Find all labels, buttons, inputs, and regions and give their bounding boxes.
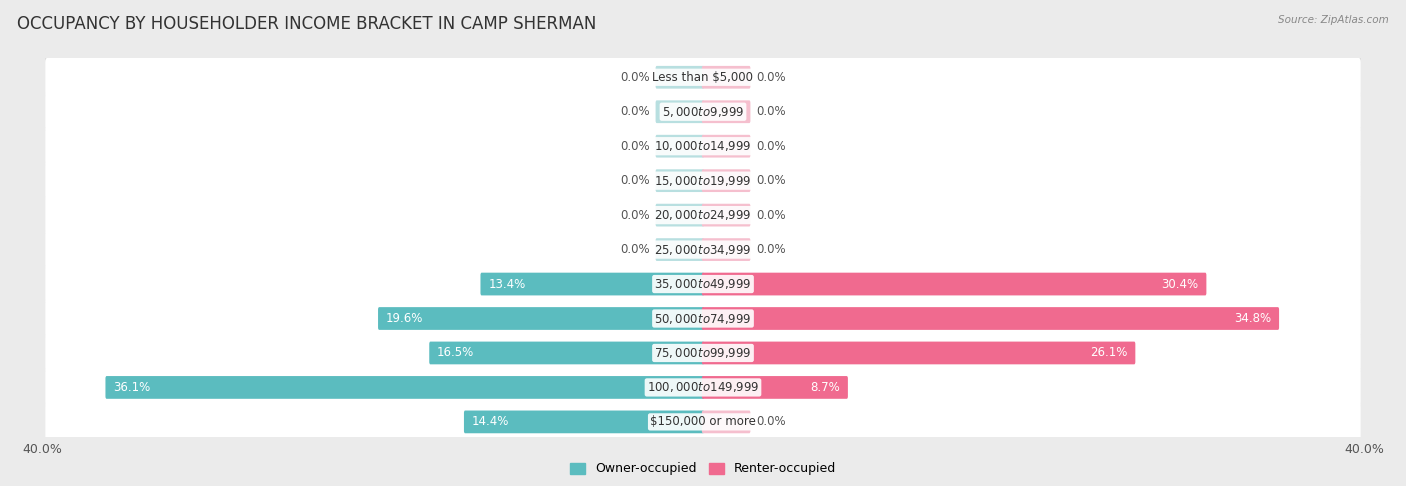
FancyBboxPatch shape <box>45 402 1361 441</box>
FancyBboxPatch shape <box>45 160 1361 201</box>
FancyBboxPatch shape <box>105 376 704 399</box>
Text: 13.4%: 13.4% <box>488 278 526 291</box>
Legend: Owner-occupied, Renter-occupied: Owner-occupied, Renter-occupied <box>565 457 841 481</box>
FancyBboxPatch shape <box>45 401 1361 442</box>
Text: $100,000 to $149,999: $100,000 to $149,999 <box>647 381 759 395</box>
Text: 14.4%: 14.4% <box>471 416 509 428</box>
Text: 34.8%: 34.8% <box>1234 312 1271 325</box>
FancyBboxPatch shape <box>45 299 1361 338</box>
Text: 0.0%: 0.0% <box>756 208 786 222</box>
FancyBboxPatch shape <box>655 169 704 192</box>
FancyBboxPatch shape <box>45 229 1361 270</box>
FancyBboxPatch shape <box>45 161 1361 200</box>
FancyBboxPatch shape <box>45 367 1361 408</box>
FancyBboxPatch shape <box>45 368 1361 407</box>
Text: 0.0%: 0.0% <box>756 243 786 256</box>
FancyBboxPatch shape <box>45 264 1361 304</box>
Text: $20,000 to $24,999: $20,000 to $24,999 <box>654 208 752 222</box>
FancyBboxPatch shape <box>655 101 704 123</box>
FancyBboxPatch shape <box>45 298 1361 339</box>
Text: 0.0%: 0.0% <box>756 139 786 153</box>
Text: 26.1%: 26.1% <box>1090 347 1128 360</box>
FancyBboxPatch shape <box>45 265 1361 303</box>
FancyBboxPatch shape <box>655 238 704 261</box>
Text: 0.0%: 0.0% <box>620 243 650 256</box>
FancyBboxPatch shape <box>45 196 1361 234</box>
FancyBboxPatch shape <box>45 127 1361 166</box>
Text: $35,000 to $49,999: $35,000 to $49,999 <box>654 277 752 291</box>
FancyBboxPatch shape <box>702 204 751 226</box>
Text: Less than $5,000: Less than $5,000 <box>652 71 754 84</box>
Text: 0.0%: 0.0% <box>620 139 650 153</box>
Text: 0.0%: 0.0% <box>620 208 650 222</box>
FancyBboxPatch shape <box>702 376 848 399</box>
FancyBboxPatch shape <box>702 66 751 88</box>
FancyBboxPatch shape <box>702 273 1206 295</box>
Text: 0.0%: 0.0% <box>620 105 650 118</box>
FancyBboxPatch shape <box>702 101 751 123</box>
FancyBboxPatch shape <box>45 126 1361 167</box>
FancyBboxPatch shape <box>702 238 751 261</box>
Text: 0.0%: 0.0% <box>756 105 786 118</box>
FancyBboxPatch shape <box>45 91 1361 132</box>
Text: Source: ZipAtlas.com: Source: ZipAtlas.com <box>1278 15 1389 25</box>
Text: 0.0%: 0.0% <box>756 174 786 187</box>
FancyBboxPatch shape <box>481 273 704 295</box>
FancyBboxPatch shape <box>702 169 751 192</box>
Text: $15,000 to $19,999: $15,000 to $19,999 <box>654 174 752 188</box>
FancyBboxPatch shape <box>702 307 1279 330</box>
FancyBboxPatch shape <box>702 135 751 157</box>
FancyBboxPatch shape <box>655 135 704 157</box>
FancyBboxPatch shape <box>45 92 1361 131</box>
FancyBboxPatch shape <box>45 57 1361 98</box>
FancyBboxPatch shape <box>655 204 704 226</box>
FancyBboxPatch shape <box>429 342 704 364</box>
FancyBboxPatch shape <box>45 332 1361 373</box>
Text: 30.4%: 30.4% <box>1161 278 1198 291</box>
Text: $75,000 to $99,999: $75,000 to $99,999 <box>654 346 752 360</box>
FancyBboxPatch shape <box>378 307 704 330</box>
FancyBboxPatch shape <box>45 195 1361 235</box>
FancyBboxPatch shape <box>45 230 1361 269</box>
Text: $5,000 to $9,999: $5,000 to $9,999 <box>662 105 744 119</box>
FancyBboxPatch shape <box>45 58 1361 97</box>
Text: 36.1%: 36.1% <box>114 381 150 394</box>
FancyBboxPatch shape <box>45 334 1361 372</box>
Text: 8.7%: 8.7% <box>810 381 841 394</box>
Text: $10,000 to $14,999: $10,000 to $14,999 <box>654 139 752 153</box>
Text: OCCUPANCY BY HOUSEHOLDER INCOME BRACKET IN CAMP SHERMAN: OCCUPANCY BY HOUSEHOLDER INCOME BRACKET … <box>17 15 596 33</box>
Text: 0.0%: 0.0% <box>756 416 786 428</box>
FancyBboxPatch shape <box>702 342 1135 364</box>
Text: 0.0%: 0.0% <box>620 174 650 187</box>
Text: $25,000 to $34,999: $25,000 to $34,999 <box>654 243 752 257</box>
Text: 16.5%: 16.5% <box>437 347 474 360</box>
FancyBboxPatch shape <box>655 66 704 88</box>
Text: $150,000 or more: $150,000 or more <box>650 416 756 428</box>
Text: $50,000 to $74,999: $50,000 to $74,999 <box>654 312 752 326</box>
FancyBboxPatch shape <box>464 411 704 433</box>
Text: 0.0%: 0.0% <box>620 71 650 84</box>
Text: 19.6%: 19.6% <box>385 312 423 325</box>
FancyBboxPatch shape <box>702 411 751 433</box>
Text: 0.0%: 0.0% <box>756 71 786 84</box>
